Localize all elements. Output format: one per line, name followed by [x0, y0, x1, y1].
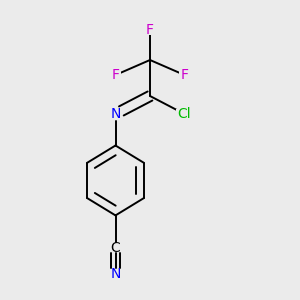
FancyBboxPatch shape	[110, 270, 121, 279]
FancyBboxPatch shape	[179, 70, 190, 80]
Text: F: F	[146, 23, 154, 37]
Text: N: N	[110, 107, 121, 121]
Text: F: F	[181, 68, 188, 82]
FancyBboxPatch shape	[110, 243, 121, 252]
Text: Cl: Cl	[178, 107, 191, 121]
FancyBboxPatch shape	[176, 109, 194, 119]
Text: N: N	[110, 268, 121, 281]
FancyBboxPatch shape	[144, 25, 156, 35]
FancyBboxPatch shape	[110, 70, 121, 80]
FancyBboxPatch shape	[110, 109, 121, 119]
Text: F: F	[112, 68, 119, 82]
Text: C: C	[111, 241, 120, 254]
